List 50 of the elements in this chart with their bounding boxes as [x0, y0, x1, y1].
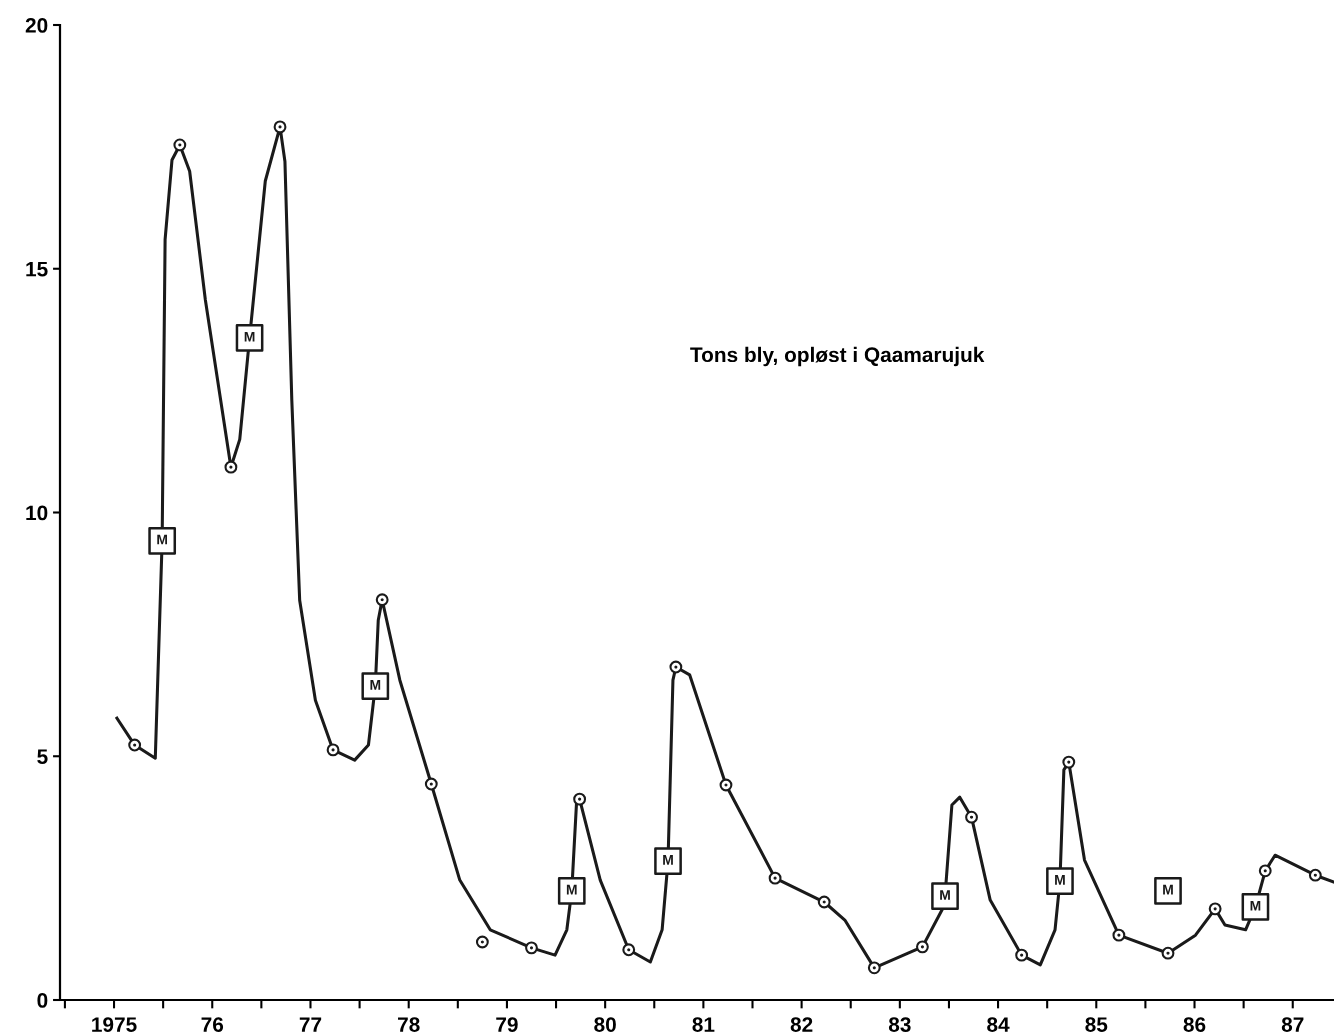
x-tick-label: 87	[1281, 1017, 1304, 1032]
x-tick-label: 86	[1183, 1017, 1206, 1032]
x-tick-label: 76	[201, 1017, 224, 1032]
text: M	[244, 332, 255, 342]
text: M	[566, 884, 577, 895]
text: M	[1250, 900, 1261, 911]
point	[916, 940, 929, 954]
point	[1208, 902, 1222, 916]
point	[573, 792, 587, 806]
x-tick-label: 77	[299, 1017, 322, 1032]
text: M	[663, 855, 673, 865]
point	[867, 961, 881, 975]
y-tick-label: 5	[37, 749, 48, 764]
x-tick-label: 82	[790, 1017, 813, 1032]
text: M	[1163, 884, 1173, 895]
x-tick-label: 81	[692, 1017, 715, 1032]
point	[622, 943, 636, 957]
point	[1015, 948, 1029, 962]
point	[669, 660, 683, 674]
x-tick-label: 79	[496, 1017, 518, 1032]
point	[173, 138, 187, 152]
y-tick-label: 0	[37, 993, 48, 1008]
point	[273, 120, 287, 134]
point	[128, 738, 142, 752]
text: Tons bly, opløst i Qaamarujuk	[690, 346, 985, 367]
point	[375, 593, 389, 607]
x-tick-label: 1975	[92, 1017, 137, 1032]
point	[1112, 928, 1126, 942]
x-tick-label: 83	[888, 1017, 911, 1032]
x-tick-label: 84	[987, 1017, 1010, 1032]
point	[475, 935, 489, 949]
point	[1062, 755, 1076, 769]
point	[1308, 868, 1322, 882]
y-tick-label: 20	[25, 18, 48, 33]
text: M	[370, 680, 381, 690]
series-label: M	[157, 534, 168, 545]
point	[965, 810, 978, 824]
point	[326, 743, 340, 757]
point	[525, 941, 538, 955]
text: M	[1055, 875, 1065, 885]
point	[224, 460, 238, 474]
y-tick-label: 10	[26, 505, 48, 521]
point	[424, 777, 438, 791]
x-tick-label: 85	[1085, 1017, 1108, 1032]
point	[1258, 864, 1272, 878]
point	[768, 871, 782, 885]
y-tick-label: 15	[26, 261, 48, 277]
text: M	[940, 890, 950, 900]
x-tick-label: 78	[398, 1017, 420, 1032]
x-tick-label: 80	[594, 1017, 616, 1032]
